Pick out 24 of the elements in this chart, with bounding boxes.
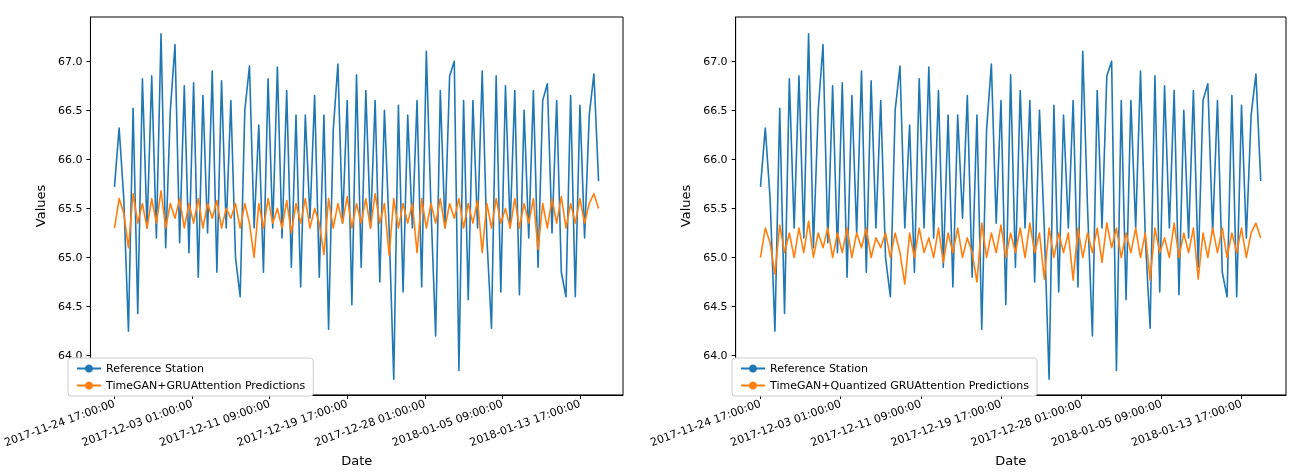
y-tick-label: 66.0 — [57, 152, 83, 166]
y-tick-label: 64.5 — [57, 300, 83, 314]
legend-label: Reference Station — [106, 362, 205, 375]
y-tick-label: 67.0 — [57, 54, 83, 68]
x-axis-title: Date — [995, 453, 1027, 468]
y-tick-label: 66.5 — [57, 103, 83, 117]
y-tick-label: 64.0 — [703, 349, 728, 363]
y-axis-title: Values — [33, 184, 49, 228]
y-tick-label: 65.0 — [57, 251, 83, 265]
line-series — [113, 189, 600, 259]
y-tick-label: 65.0 — [703, 251, 728, 265]
y-tick-label: 65.5 — [57, 201, 83, 215]
legend-label: TimeGAN+Quantized GRUAttention Predictions — [769, 379, 1030, 392]
y-tick-label: 66.0 — [703, 152, 728, 166]
legend-label: Reference Station — [770, 362, 869, 375]
y-axis-title: Values — [678, 184, 694, 228]
y-tick-label: 67.0 — [703, 54, 728, 68]
y-tick-label: 65.5 — [703, 201, 728, 215]
x-axis-title: Date — [341, 453, 373, 468]
line-series — [759, 220, 1262, 285]
y-tick-label: 66.5 — [703, 103, 728, 117]
y-tick-label: 64.5 — [703, 300, 728, 314]
legend-label: TimeGAN+GRUAttention Predictions — [105, 379, 306, 392]
line-series — [759, 32, 1262, 381]
